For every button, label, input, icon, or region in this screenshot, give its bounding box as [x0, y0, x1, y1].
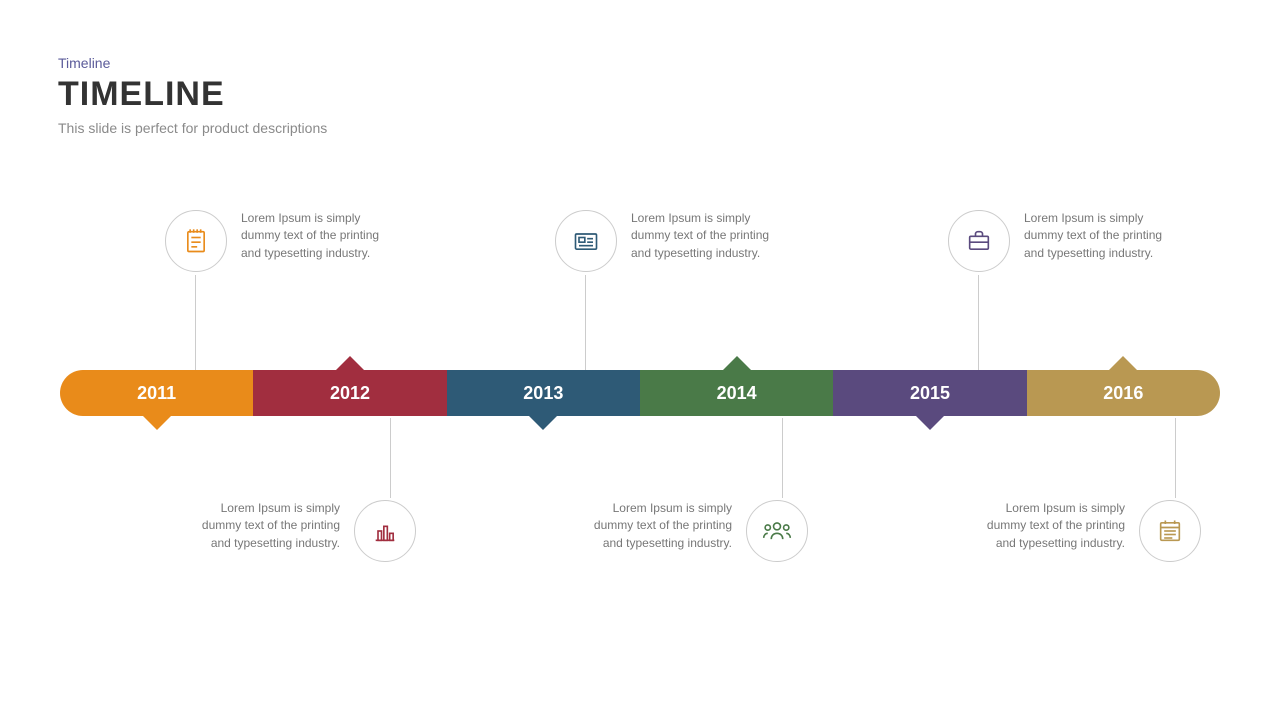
- card-icon: [555, 210, 617, 272]
- callout-text: Lorem Ipsum is simply dummy text of the …: [965, 500, 1125, 552]
- callout-2012: Lorem Ipsum is simply dummy text of the …: [180, 500, 416, 562]
- callout-text: Lorem Ipsum is simply dummy text of the …: [572, 500, 732, 552]
- callout-text: Lorem Ipsum is simply dummy text of the …: [180, 500, 340, 552]
- timeline-pointer-2013: [529, 416, 557, 430]
- timeline-pointer-2014: [723, 356, 751, 370]
- connector-2014: [782, 418, 783, 498]
- people-icon: [746, 500, 808, 562]
- timeline-pointer-2012: [336, 356, 364, 370]
- callout-2011: Lorem Ipsum is simply dummy text of the …: [165, 210, 401, 272]
- connector-2013: [585, 275, 586, 370]
- timeline-bar: 201120122013201420152016: [60, 370, 1220, 416]
- notepad-icon: [165, 210, 227, 272]
- chart-icon: [354, 500, 416, 562]
- breadcrumb: Timeline: [58, 55, 327, 71]
- callout-text: Lorem Ipsum is simply dummy text of the …: [631, 210, 791, 262]
- timeline-segment-2015: 2015: [833, 370, 1026, 416]
- callout-text: Lorem Ipsum is simply dummy text of the …: [241, 210, 401, 262]
- connector-2011: [195, 275, 196, 370]
- timeline-segment-2011: 2011: [60, 370, 253, 416]
- connector-2015: [978, 275, 979, 370]
- calendar-icon: [1139, 500, 1201, 562]
- callout-2013: Lorem Ipsum is simply dummy text of the …: [555, 210, 791, 272]
- briefcase-icon: [948, 210, 1010, 272]
- connector-2012: [390, 418, 391, 498]
- timeline-pointer-2015: [916, 416, 944, 430]
- connector-2016: [1175, 418, 1176, 498]
- callout-2014: Lorem Ipsum is simply dummy text of the …: [572, 500, 808, 562]
- timeline-segment-2012: 2012: [253, 370, 446, 416]
- callout-2015: Lorem Ipsum is simply dummy text of the …: [948, 210, 1184, 272]
- callout-2016: Lorem Ipsum is simply dummy text of the …: [965, 500, 1201, 562]
- slide-header: Timeline TIMELINE This slide is perfect …: [58, 55, 327, 136]
- page-subtitle: This slide is perfect for product descri…: [58, 120, 327, 136]
- page-title: TIMELINE: [58, 75, 327, 114]
- timeline-pointer-2011: [143, 416, 171, 430]
- timeline-segment-2016: 2016: [1027, 370, 1220, 416]
- timeline-pointer-2016: [1109, 356, 1137, 370]
- callout-text: Lorem Ipsum is simply dummy text of the …: [1024, 210, 1184, 262]
- timeline-segment-2013: 2013: [447, 370, 640, 416]
- timeline-segment-2014: 2014: [640, 370, 833, 416]
